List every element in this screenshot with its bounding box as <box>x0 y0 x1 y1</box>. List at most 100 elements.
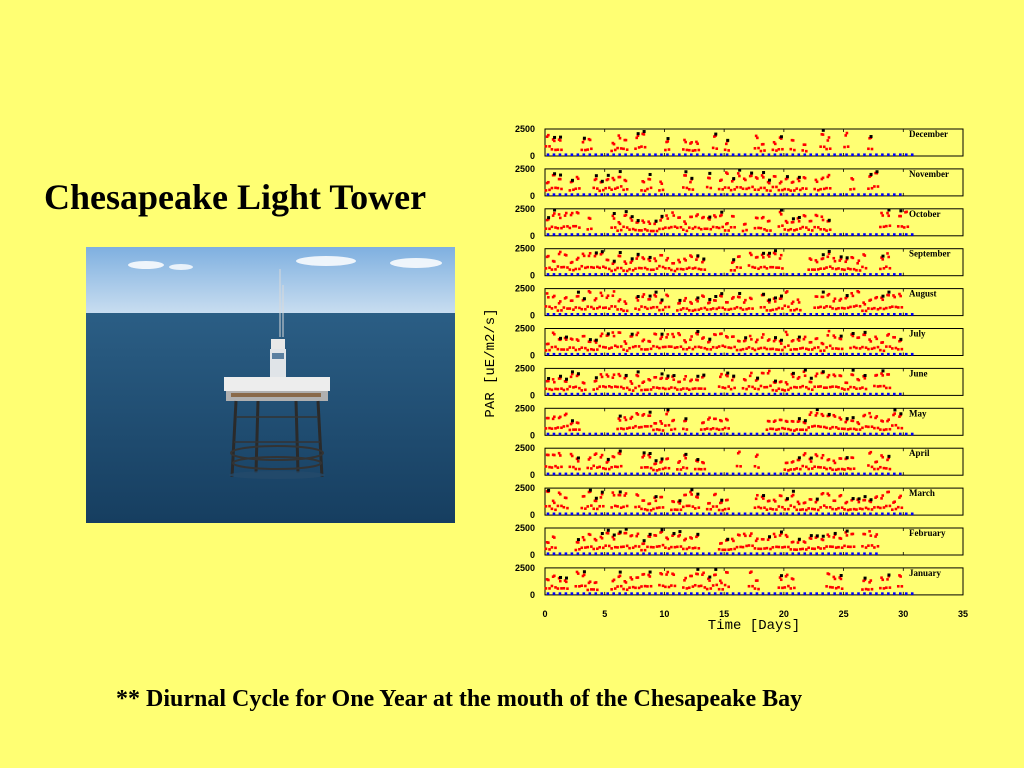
data-point <box>584 584 587 588</box>
data-point <box>815 472 818 476</box>
y-tick-label: 0 <box>530 271 535 281</box>
data-point <box>801 464 805 468</box>
data-point <box>696 299 699 303</box>
data-point <box>845 592 848 595</box>
data-point <box>761 233 765 236</box>
data-point <box>869 592 872 595</box>
data-point <box>778 181 782 185</box>
data-point <box>809 376 813 380</box>
data-point <box>572 188 575 192</box>
data-point <box>828 505 832 509</box>
month-label: April <box>909 448 930 458</box>
data-point <box>875 193 878 196</box>
data-point <box>816 306 820 309</box>
data-point <box>894 507 898 511</box>
slide-title: Chesapeake Light Tower <box>44 177 427 217</box>
data-point <box>777 387 781 391</box>
data-point <box>652 507 655 511</box>
data-point <box>580 506 584 510</box>
data-point <box>699 467 703 471</box>
data-point <box>630 273 633 276</box>
data-point <box>797 592 801 595</box>
data-point <box>771 546 775 549</box>
data-point <box>596 466 599 469</box>
data-point <box>546 592 550 595</box>
data-point <box>759 547 763 551</box>
data-point <box>779 233 783 236</box>
data-point <box>737 233 741 236</box>
data-point <box>670 268 673 272</box>
data-point <box>606 313 609 316</box>
data-point <box>797 419 801 423</box>
data-point <box>803 592 807 595</box>
data-point <box>805 508 808 512</box>
data-point <box>839 552 842 555</box>
data-point <box>771 347 775 351</box>
data-point <box>690 472 693 476</box>
data-point <box>887 255 891 259</box>
data-point <box>816 226 820 229</box>
data-point <box>899 575 902 578</box>
data-point <box>610 188 613 191</box>
data-point <box>582 392 586 396</box>
data-point <box>833 432 836 436</box>
data-point <box>622 587 625 591</box>
data-point <box>564 592 568 595</box>
data-point <box>749 193 753 196</box>
data-point <box>845 233 848 236</box>
data-point <box>795 508 799 512</box>
data-point <box>719 352 723 356</box>
data-point <box>735 185 739 189</box>
data-point <box>690 493 693 496</box>
data-point <box>869 500 873 504</box>
data-point <box>803 421 807 425</box>
data-point <box>707 552 711 555</box>
data-point <box>894 305 898 309</box>
data-point <box>893 193 896 196</box>
data-point <box>827 412 831 416</box>
data-point <box>893 273 896 276</box>
data-point <box>598 189 601 193</box>
data-point <box>715 147 719 150</box>
data-point <box>713 153 717 156</box>
data-point <box>799 227 802 230</box>
data-point <box>598 465 601 469</box>
data-point <box>747 385 751 388</box>
data-point <box>910 313 914 316</box>
data-point <box>702 336 705 339</box>
data-point <box>636 472 639 476</box>
data-point <box>869 579 873 582</box>
data-point <box>648 512 651 516</box>
data-point <box>821 313 824 316</box>
data-point <box>594 341 598 344</box>
data-point <box>820 215 824 219</box>
data-point <box>654 392 657 396</box>
data-point <box>574 467 578 471</box>
data-point <box>701 233 705 236</box>
data-point <box>696 213 699 216</box>
data-point <box>863 498 867 502</box>
data-point <box>828 585 832 589</box>
data-point <box>831 307 834 310</box>
data-point <box>654 193 657 196</box>
data-point <box>558 392 562 396</box>
data-point <box>641 455 644 459</box>
data-point <box>691 309 695 312</box>
data-point <box>553 380 556 384</box>
data-point <box>558 454 562 457</box>
data-point <box>741 386 745 390</box>
data-point <box>636 220 640 224</box>
data-point <box>685 428 689 431</box>
data-point <box>584 388 587 392</box>
y-tick-label: 2500 <box>515 403 535 413</box>
data-point <box>828 344 832 348</box>
data-point <box>899 214 902 218</box>
data-point <box>630 332 634 336</box>
data-point <box>636 331 640 335</box>
data-point <box>834 267 838 271</box>
data-point <box>696 254 700 258</box>
data-point <box>863 153 866 156</box>
data-point <box>797 233 801 236</box>
data-point <box>599 456 603 459</box>
data-point <box>797 537 801 541</box>
